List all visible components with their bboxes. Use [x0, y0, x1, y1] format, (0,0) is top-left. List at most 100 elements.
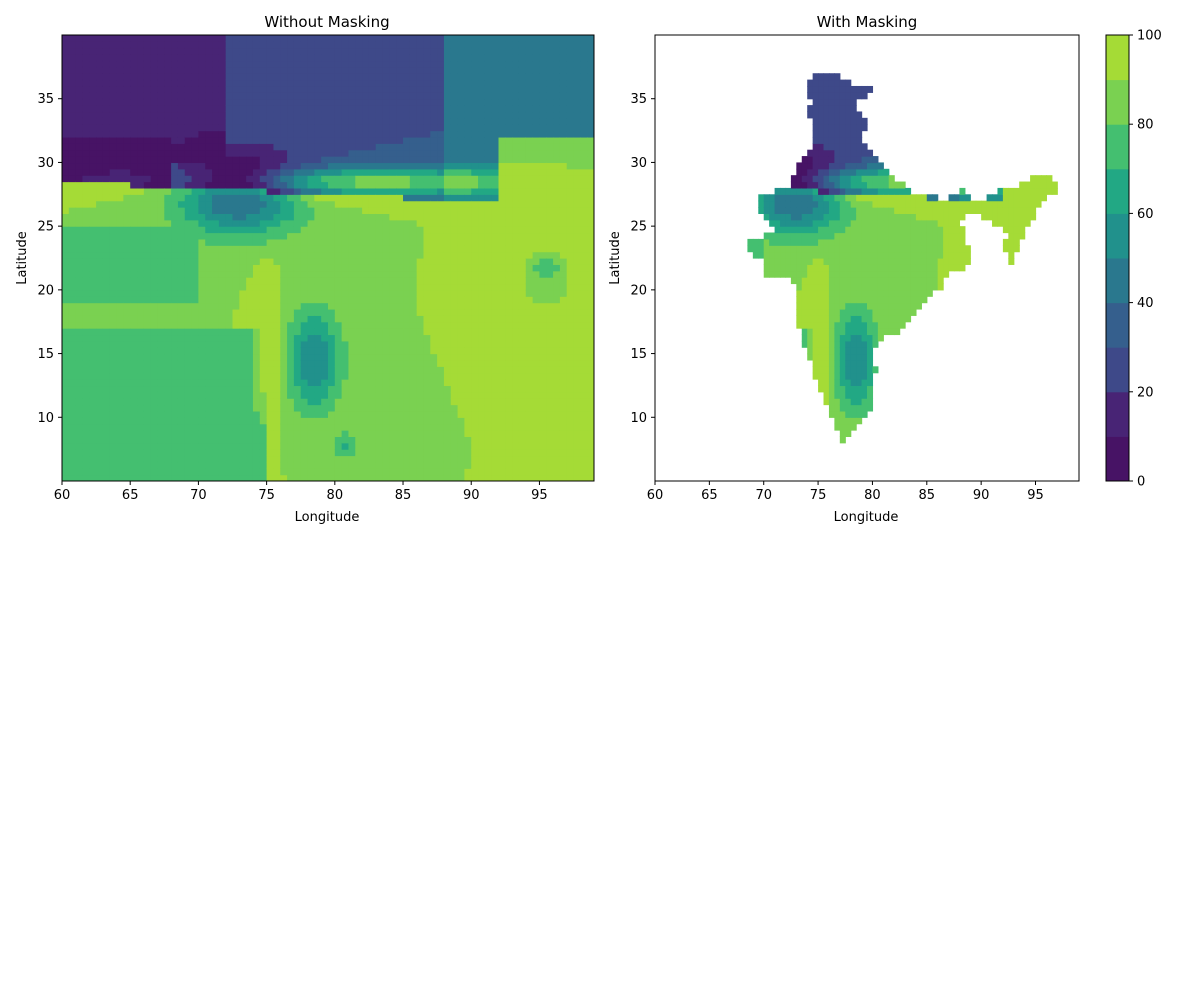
- heatmap-cell: [464, 85, 472, 93]
- heatmap-cell: [164, 270, 172, 278]
- heatmap-cell: [225, 79, 234, 87]
- heatmap-cell: [443, 353, 452, 361]
- heatmap-cell: [409, 187, 418, 195]
- heatmap-cell: [491, 321, 500, 329]
- heatmap-cell: [205, 289, 213, 297]
- heatmap-cell: [177, 410, 186, 418]
- heatmap-cell: [68, 85, 77, 93]
- heatmap-cell: [205, 449, 213, 457]
- heatmap-cell: [177, 168, 186, 176]
- heatmap-cell: [68, 238, 77, 246]
- heatmap-cell: [375, 130, 384, 138]
- heatmap-cell: [164, 181, 172, 189]
- heatmap-cell: [430, 455, 438, 463]
- heatmap-cell: [68, 270, 77, 278]
- heatmap-cell: [430, 474, 438, 481]
- heatmap-cell: [252, 213, 261, 221]
- heatmap-cell: [130, 35, 138, 42]
- heatmap-cell: [184, 391, 193, 399]
- heatmap-cell: [96, 404, 104, 412]
- heatmap-cell: [334, 143, 343, 151]
- heatmap-cell: [177, 385, 186, 393]
- heatmap-cell: [232, 430, 240, 437]
- heatmap-cell: [246, 264, 254, 272]
- heatmap-cell: [368, 474, 377, 481]
- heatmap-cell: [143, 328, 152, 336]
- heatmap-cell: [212, 245, 220, 253]
- heatmap-cell: [205, 41, 213, 49]
- heatmap-cell: [137, 296, 145, 304]
- heatmap-cell: [143, 175, 152, 183]
- heatmap-cell: [198, 398, 206, 406]
- heatmap-cell: [457, 92, 466, 100]
- heatmap-cell: [334, 328, 343, 336]
- heatmap-cell: [484, 245, 493, 253]
- heatmap-cell: [246, 66, 254, 74]
- heatmap-cell: [89, 149, 97, 157]
- heatmap-cell: [62, 60, 70, 68]
- heatmap-cell: [82, 143, 90, 151]
- heatmap-cell: [362, 35, 370, 42]
- heatmap-cell: [314, 162, 322, 170]
- heatmap-cell: [280, 289, 288, 297]
- heatmap-cell: [355, 245, 363, 253]
- heatmap-cell: [505, 105, 513, 113]
- heatmap-cell: [198, 404, 206, 412]
- heatmap-cell: [423, 98, 431, 106]
- heatmap-cell: [403, 181, 411, 189]
- heatmap-cell: [389, 175, 397, 183]
- heatmap-cell: [75, 200, 84, 208]
- heatmap-cell: [396, 181, 404, 189]
- heatmap-cell: [437, 321, 445, 329]
- heatmap-cell: [171, 213, 179, 221]
- heatmap-cell: [518, 264, 527, 272]
- heatmap-cell: [334, 66, 343, 74]
- heatmap-cell: [246, 85, 254, 93]
- heatmap-cell: [68, 207, 77, 214]
- heatmap-cell: [389, 207, 397, 214]
- heatmap-cell: [539, 156, 547, 164]
- heatmap-cell: [478, 35, 486, 42]
- heatmap-cell: [177, 461, 186, 469]
- heatmap-cell: [225, 289, 234, 297]
- heatmap-cell: [416, 461, 425, 469]
- heatmap-cell: [109, 270, 118, 278]
- heatmap-cell: [68, 366, 77, 374]
- heatmap-cell: [457, 449, 466, 457]
- heatmap-cell: [102, 156, 111, 164]
- heatmap-cell: [539, 449, 547, 457]
- heatmap-cell: [82, 321, 90, 329]
- heatmap-cell: [512, 175, 520, 183]
- heatmap-cell: [82, 258, 90, 265]
- heatmap-cell: [143, 398, 152, 406]
- heatmap-cell: [518, 404, 527, 412]
- heatmap-cell: [75, 334, 84, 342]
- heatmap-cell: [471, 264, 479, 272]
- heatmap-cell: [109, 41, 118, 49]
- heatmap-cell: [328, 404, 336, 412]
- heatmap-cell: [403, 200, 411, 208]
- heatmap-cell: [75, 328, 84, 336]
- heatmap-cell: [416, 105, 425, 113]
- heatmap-cell: [198, 149, 206, 157]
- heatmap-cell: [498, 207, 506, 214]
- heatmap-cell: [396, 226, 404, 234]
- heatmap-cell: [457, 111, 466, 119]
- heatmap-cell: [348, 277, 356, 285]
- heatmap-cell: [164, 398, 172, 406]
- heatmap-cell: [525, 85, 534, 93]
- heatmap-cell: [375, 251, 384, 259]
- heatmap-cell: [62, 296, 70, 304]
- heatmap-cell: [300, 398, 309, 406]
- heatmap-cell: [464, 105, 472, 113]
- heatmap-cell: [498, 347, 506, 355]
- heatmap-cell: [252, 143, 261, 151]
- heatmap-cell: [252, 162, 261, 170]
- heatmap-cell: [102, 270, 111, 278]
- heatmap-cell: [225, 98, 234, 106]
- heatmap-cell: [471, 181, 479, 189]
- heatmap-cell: [143, 296, 152, 304]
- heatmap-cell: [478, 455, 486, 463]
- heatmap-cell: [273, 315, 281, 323]
- heatmap-cell: [300, 251, 309, 259]
